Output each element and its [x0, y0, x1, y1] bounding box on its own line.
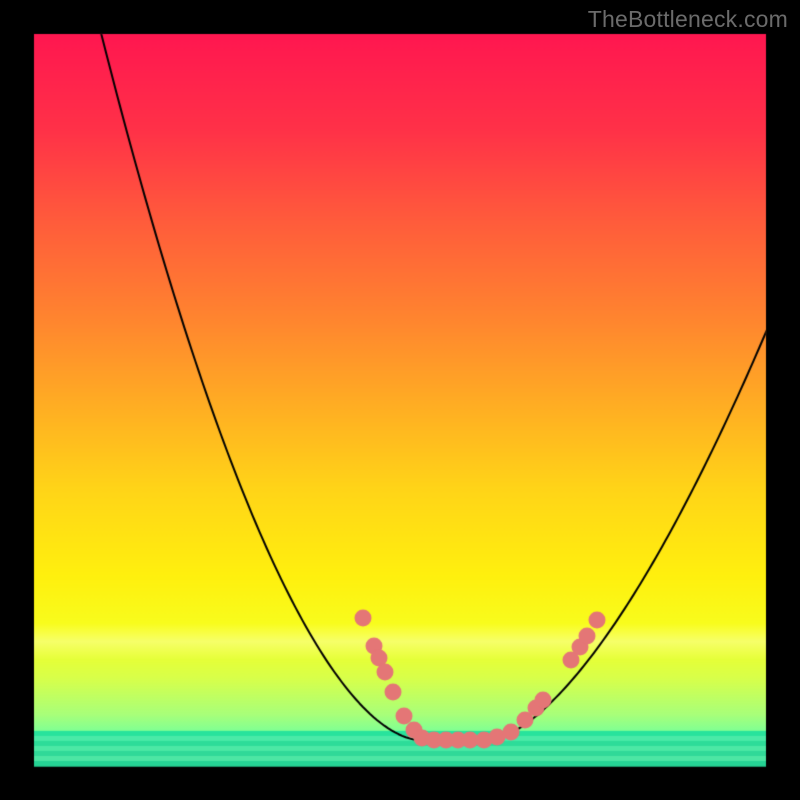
- watermark-label: TheBottleneck.com: [588, 6, 788, 33]
- marker-overlay: [0, 0, 800, 800]
